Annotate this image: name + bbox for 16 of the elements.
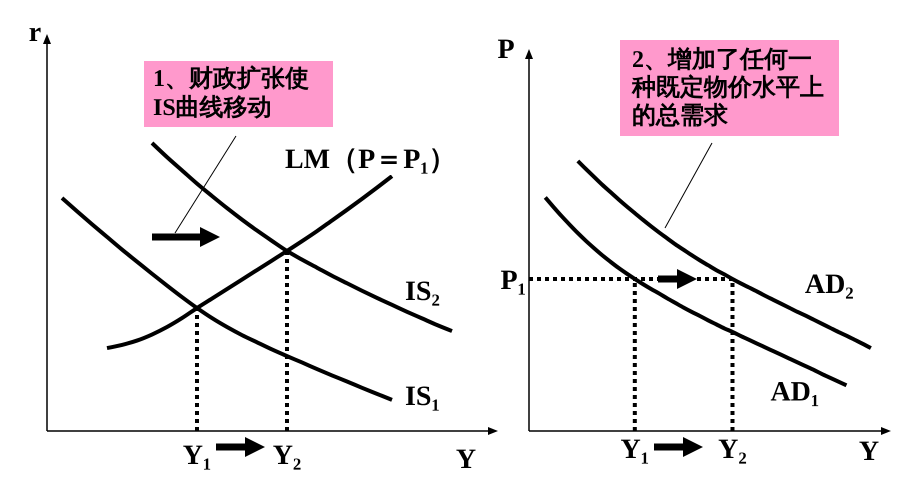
- series-label: AD₂: [804, 269, 854, 300]
- x-tick-label: Y₂: [718, 434, 747, 465]
- y-axis-title: r: [28, 17, 42, 48]
- series-label: LM（P＝P₁）: [285, 144, 457, 176]
- series-label: IS₁: [405, 380, 440, 412]
- x-tick-label: Y₂: [272, 440, 302, 471]
- x-tick-label: Y₁: [620, 434, 650, 465]
- x-axis-title: Y: [858, 436, 880, 467]
- text: 1、财政扩张使IS曲线移动: [153, 65, 310, 123]
- series-label: AD₁: [770, 376, 820, 408]
- ref-line-label: P₁: [500, 264, 526, 296]
- series-label: IS₂: [405, 276, 440, 308]
- text: 2、增加了任何一种既定物价水平上的总需求: [632, 46, 825, 130]
- x-tick-label: Y₁: [182, 440, 212, 471]
- x-axis-title: Y: [456, 444, 476, 475]
- y-axis-title: P: [497, 34, 515, 65]
